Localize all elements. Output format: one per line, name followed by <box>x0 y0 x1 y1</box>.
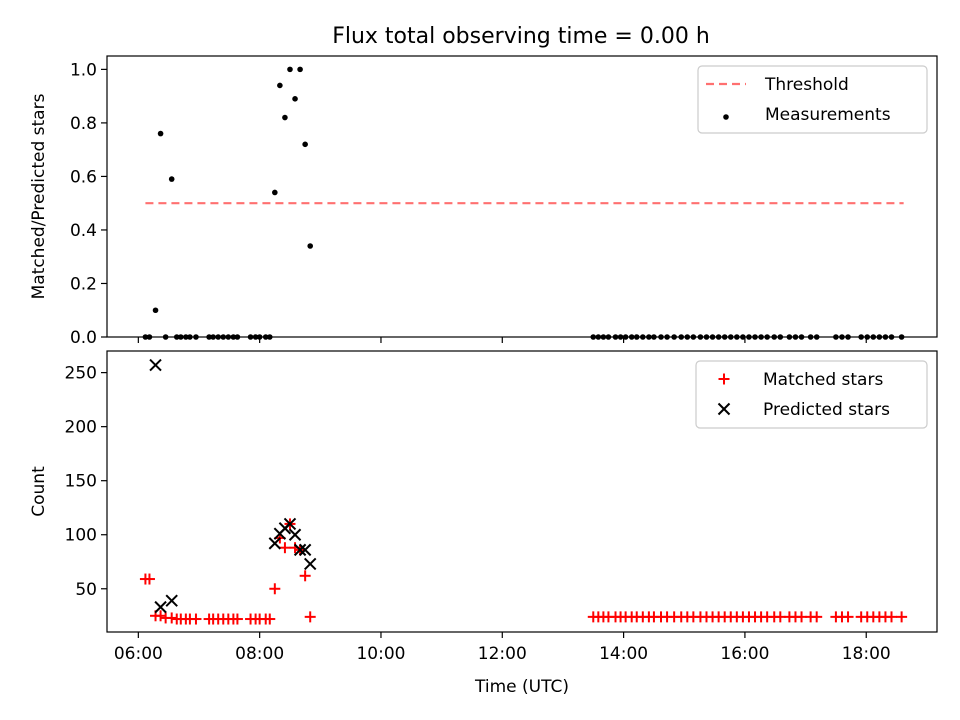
measurement-point <box>272 189 278 196</box>
matched-point <box>269 583 281 595</box>
matched-point <box>166 612 178 624</box>
predicted-point <box>165 594 178 607</box>
y-tick-label: 0.0 <box>70 328 97 348</box>
matched-point <box>886 611 898 623</box>
y-tick-label: 0.4 <box>70 221 97 241</box>
y-axis-label: Count <box>29 466 49 517</box>
x-tick-label: 18:00 <box>842 644 891 664</box>
y-axis-label: Matched/Predicted stars <box>29 93 49 299</box>
matched-point <box>811 611 823 623</box>
x-axis-label: Time (UTC) <box>474 677 569 697</box>
legend-swatch-plus <box>718 373 730 385</box>
predicted-point <box>293 543 307 557</box>
predicted-point-b <box>165 594 178 607</box>
measurement-point <box>297 66 303 73</box>
y-tick-label: 1.0 <box>70 60 97 80</box>
measurement-point <box>287 66 293 73</box>
legend-label: Predicted stars <box>763 400 890 420</box>
y-tick-label: 0.6 <box>70 167 97 187</box>
y-tick-label: 0.8 <box>70 114 97 134</box>
predicted-point <box>303 557 317 571</box>
series-matched-stars <box>139 518 908 625</box>
predicted-point-b <box>298 543 312 557</box>
x-tick-label: 08:00 <box>235 644 284 664</box>
predicted-point <box>283 517 297 531</box>
legend-box <box>695 360 928 429</box>
predicted-point-b <box>283 517 297 531</box>
y-tick-label: 100 <box>65 526 97 546</box>
figure-title: Flux total observing time = 0.00 h <box>332 24 710 49</box>
measurement-point <box>292 96 298 102</box>
predicted-point <box>298 543 312 557</box>
x-tick-label: 12:00 <box>478 644 527 664</box>
predicted-point-b <box>293 543 307 557</box>
legend: Threshold Measurements <box>697 65 928 134</box>
matched-point <box>279 542 291 554</box>
legend: Matched stars Predicted stars <box>695 360 928 429</box>
predicted-point-b <box>268 537 282 550</box>
measurement-point <box>277 82 283 89</box>
x-tick-label: 14:00 <box>599 644 648 664</box>
matched-point <box>299 570 311 582</box>
x-tick-label: 16:00 <box>720 644 769 664</box>
predicted-point <box>268 537 282 550</box>
measurement-point <box>168 176 175 182</box>
predicted-point <box>288 528 302 541</box>
measurement-point <box>152 307 159 314</box>
matched-point <box>842 611 854 623</box>
legend-swatch-x <box>717 402 731 416</box>
matched-point <box>304 611 316 623</box>
matched-point <box>231 613 243 625</box>
matched-point <box>190 613 202 625</box>
measurement-point <box>157 130 164 137</box>
measurement-point <box>307 243 314 249</box>
matched-point <box>155 610 167 622</box>
matched-point <box>143 573 155 585</box>
predicted-point-b <box>149 358 162 372</box>
axes-frame <box>106 350 938 633</box>
predicted-point-b <box>303 557 317 571</box>
legend-label: Threshold <box>764 75 849 95</box>
y-tick-label: 200 <box>65 418 97 438</box>
measurement-point <box>302 141 308 148</box>
predicted-point <box>149 358 162 372</box>
predicted-point <box>154 600 167 614</box>
x-tick-label: 10:00 <box>356 644 405 664</box>
matched-point <box>264 613 276 625</box>
y-tick-label: 0.2 <box>70 274 97 294</box>
legend-label: Measurements <box>765 105 891 125</box>
y-tick-label: 250 <box>65 364 97 384</box>
predicted-point-b <box>288 528 302 541</box>
legend-label: Matched stars <box>763 370 883 390</box>
y-tick-label: 50 <box>75 580 97 600</box>
axes-frame <box>106 55 938 338</box>
y-tick-label: 150 <box>65 472 97 492</box>
legend-box <box>697 65 928 134</box>
legend-swatch-dot <box>723 114 729 120</box>
matched-point <box>896 611 908 623</box>
predicted-point-b <box>154 600 167 614</box>
x-tick-label: 06:00 <box>114 644 163 664</box>
panel-1: 0.0 0.2 0.4 0.6 0.8 1.0 Matched/Predicted star… <box>29 55 938 348</box>
measurement-point <box>282 114 288 121</box>
panel-2: 06:00 08:00 10:00 12:00 14:00 16:00 18:00 50 100… <box>29 350 938 697</box>
series-predicted-stars <box>149 358 317 614</box>
legend-swatch-x-b <box>717 402 731 416</box>
